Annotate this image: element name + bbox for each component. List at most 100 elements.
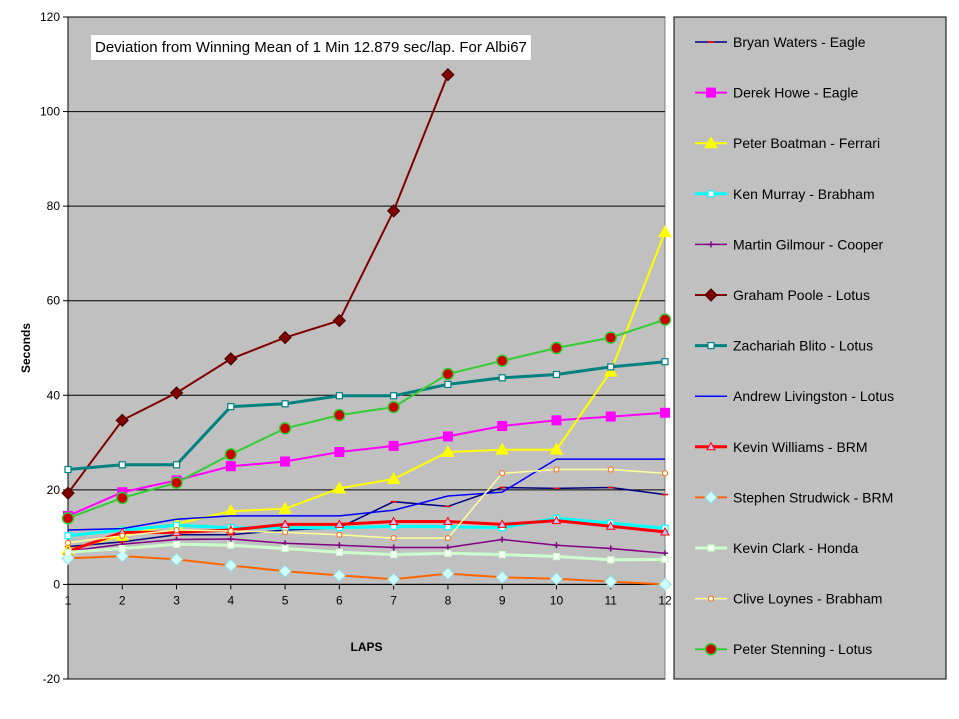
marker-circle-open <box>662 470 668 477</box>
y-tick-label: -20 <box>43 672 61 686</box>
marker-diamond <box>386 572 401 586</box>
marker-square-open <box>552 552 561 561</box>
plot-background <box>67 16 666 680</box>
marker-square-open <box>227 541 235 549</box>
series-13 <box>61 313 672 525</box>
marker-circle-open <box>708 595 714 602</box>
marker-diamond <box>169 552 184 567</box>
series-7 <box>64 358 669 474</box>
legend-item: Ken Murray - Brabham <box>695 186 875 202</box>
marker-diamond <box>224 352 238 366</box>
marker-circle-open <box>282 529 289 536</box>
plot-area <box>67 16 666 680</box>
marker-triangle <box>603 364 618 377</box>
marker-diamond <box>332 313 347 328</box>
marker-square <box>551 415 562 426</box>
legend-item: Kevin Williams - BRM <box>695 439 868 455</box>
y-tick-label: 20 <box>47 483 61 497</box>
marker-circle <box>658 313 672 326</box>
series-line <box>67 555 666 586</box>
marker-circle-open <box>119 532 126 539</box>
marker-diamond <box>441 566 455 581</box>
marker-square-open <box>661 555 669 563</box>
marker-diamond <box>604 574 618 589</box>
marker-circle <box>550 341 563 355</box>
x-tick-label: 9 <box>499 593 506 607</box>
x-tick-label: 6 <box>336 593 343 607</box>
marker-circle <box>333 408 346 422</box>
legend-item: Zachariah Blito - Lotus <box>695 338 873 354</box>
marker-circle-open <box>607 466 614 473</box>
legend-label: Stephen Strudwick - BRM <box>733 489 893 505</box>
marker-square <box>334 447 345 458</box>
marker-square-open <box>118 544 126 553</box>
marker-circle <box>278 422 292 435</box>
marker-circle-open <box>173 527 180 534</box>
series-12 <box>65 466 668 546</box>
marker-circle-open <box>553 466 560 473</box>
marker-square-open <box>390 551 398 559</box>
marker-triangle-open <box>443 516 453 526</box>
marker-circle <box>704 642 718 656</box>
marker-circle <box>170 476 183 490</box>
marker-diamond <box>386 204 401 218</box>
series-line <box>67 486 666 548</box>
marker-triangle <box>441 445 455 458</box>
series-2 <box>63 407 670 521</box>
marker-triangle-open <box>280 519 290 528</box>
legend-item: Peter Stenning - Lotus <box>695 641 872 657</box>
marker-triangle-open <box>605 521 616 530</box>
y-tick-label: 80 <box>47 199 61 213</box>
marker-square-open <box>444 549 452 557</box>
legend-item: Peter Boatman - Ferrari <box>695 135 880 151</box>
marker-square-open <box>172 461 181 469</box>
marker-diamond <box>332 568 347 583</box>
marker-diamond <box>495 570 509 585</box>
legend-item: Andrew Livingston - Lotus <box>695 388 894 404</box>
x-tick-label: 3 <box>173 593 180 607</box>
chart-title: Deviation from Winning Mean of 1 Min 12.… <box>95 39 527 56</box>
marker-square-open <box>335 548 343 556</box>
series-line <box>67 519 666 553</box>
marker-circle <box>116 491 129 505</box>
y-axis-title: Seconds <box>19 323 33 373</box>
marker-diamond <box>441 67 455 82</box>
marker-triangle <box>495 442 510 455</box>
marker-circle <box>387 400 400 414</box>
marker-square <box>497 421 508 432</box>
marker-square-open <box>661 358 669 366</box>
marker-triangle-open <box>334 519 345 528</box>
marker-triangle <box>704 136 718 149</box>
series-line <box>67 468 666 544</box>
marker-circle <box>604 331 617 344</box>
legend-item: Derek Howe - Eagle <box>695 85 858 101</box>
y-tick-label: 100 <box>40 105 60 119</box>
series-line <box>67 74 449 494</box>
marker-triangle <box>332 481 347 494</box>
marker-diamond <box>278 330 292 345</box>
marker-square-open <box>707 190 715 198</box>
series-line <box>67 360 666 471</box>
legend-box <box>673 16 947 680</box>
legend-label: Zachariah Blito - Lotus <box>733 338 873 354</box>
series-line <box>67 538 666 554</box>
marker-square-open <box>281 544 289 553</box>
y-tick-label: 40 <box>47 388 61 402</box>
legend-item: Bryan Waters - Eagle <box>695 34 866 50</box>
series-6 <box>61 67 455 500</box>
marker-circle-open <box>390 535 397 542</box>
y-tick-label: 0 <box>53 577 60 591</box>
marker-square <box>225 461 236 472</box>
x-tick-label: 12 <box>658 593 672 607</box>
marker-triangle-open <box>706 441 716 451</box>
marker-diamond <box>658 577 672 592</box>
marker-square-open <box>444 380 452 389</box>
marker-square-open <box>227 403 235 411</box>
marker-circle-open <box>336 531 343 538</box>
series-line <box>67 458 665 531</box>
legend-label: Peter Boatman - Ferrari <box>733 135 880 151</box>
marker-square <box>442 431 453 442</box>
x-tick-label: 10 <box>550 593 564 607</box>
marker-circle <box>495 354 509 368</box>
